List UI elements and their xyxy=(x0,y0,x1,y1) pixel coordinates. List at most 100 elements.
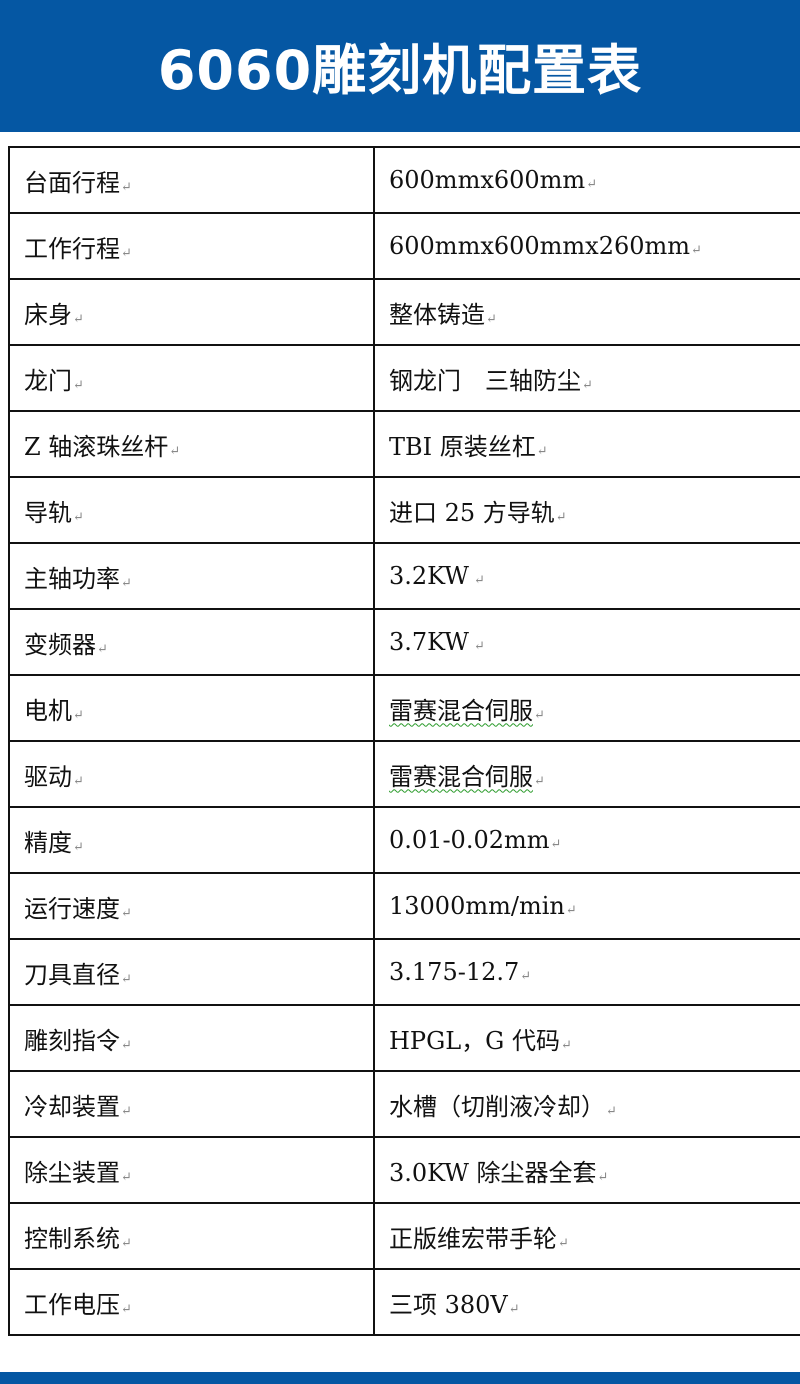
spec-value: 13000mm/min xyxy=(389,892,565,920)
paragraph-mark-icon: ↵ xyxy=(169,443,181,459)
spec-value: HPGL，G 代码 xyxy=(389,1026,560,1055)
spec-value: 雷赛混合伺服 xyxy=(389,762,533,791)
paragraph-mark-icon: ↵ xyxy=(534,773,545,789)
spec-label: 龙门 xyxy=(24,366,72,395)
spec-label-cell: 精度↵ xyxy=(8,806,375,874)
spec-label-cell: 导轨↵ xyxy=(8,476,375,544)
spec-value: 钢龙门 三轴防尘 xyxy=(389,366,581,395)
spec-label-cell: Z 轴滚珠丝杆↵ xyxy=(8,410,375,478)
paragraph-mark-icon: ↵ xyxy=(558,1235,569,1251)
paragraph-mark-icon: ↵ xyxy=(561,1037,572,1053)
table-row: 导轨↵ 进口 25 方导轨↵ xyxy=(8,476,800,544)
page-title: 6060雕刻机配置表 xyxy=(157,38,643,102)
paragraph-mark-icon: ↵ xyxy=(121,971,132,987)
spec-value-cell: 雷赛混合伺服↵ xyxy=(373,674,800,742)
table-row: 冷却装置↵ 水槽（切削液冷却） ↵ xyxy=(8,1070,800,1138)
spec-label: 台面行程 xyxy=(24,168,120,197)
paragraph-mark-icon: ↵ xyxy=(555,509,567,525)
paragraph-mark-icon: ↵ xyxy=(121,1037,132,1053)
spec-label-cell: 龙门↵ xyxy=(8,344,375,412)
spec-value-cell: 600mmx600mmx260mm↵ xyxy=(373,212,800,280)
table-row: 变频器↵ 3.7KW ↵ xyxy=(8,608,800,676)
spec-value-cell: 13000mm/min↵ xyxy=(373,872,800,940)
paragraph-mark-icon: ↵ xyxy=(534,707,545,723)
spec-value: 整体铸造 xyxy=(389,300,485,329)
table-row: 运行速度↵ 13000mm/min↵ xyxy=(8,872,800,940)
spec-value: 正版维宏带手轮 xyxy=(389,1224,557,1253)
spec-value: 0.01-0.02mm xyxy=(389,826,550,854)
spec-label-cell: 床身↵ xyxy=(8,278,375,346)
spec-value-cell: 雷赛混合伺服↵ xyxy=(373,740,800,808)
spec-value-cell: 三项 380V↵ xyxy=(373,1268,800,1336)
paragraph-mark-icon: ↵ xyxy=(582,377,593,393)
spec-value: TBI 原装丝杠 xyxy=(389,432,536,461)
table-row: 刀具直径↵ 3.175-12.7↵ xyxy=(8,938,800,1006)
spec-value: 600mmx600mm xyxy=(389,166,586,194)
spec-value: 三项 380V xyxy=(389,1290,508,1319)
spec-label: 冷却装置 xyxy=(24,1092,120,1121)
paragraph-mark-icon: ↵ xyxy=(73,377,84,393)
paragraph-mark-icon: ↵ xyxy=(536,443,548,459)
spec-label: 床身 xyxy=(24,300,72,329)
spec-value-cell: 600mmx600mm↵ xyxy=(373,146,800,214)
spec-label-cell: 电机↵ xyxy=(8,674,375,742)
spec-value-cell: 进口 25 方导轨↵ xyxy=(373,476,800,544)
spec-value-cell: 钢龙门 三轴防尘↵ xyxy=(373,344,800,412)
spec-value-cell: 3.2KW ↵ xyxy=(373,542,800,610)
spec-value-cell: TBI 原装丝杠↵ xyxy=(373,410,800,478)
spec-value: 水槽（切削液冷却） xyxy=(389,1092,605,1121)
paragraph-mark-icon: ↵ xyxy=(73,509,84,525)
spec-label-cell: 工作电压↵ xyxy=(8,1268,375,1336)
table-row: 电机↵ 雷赛混合伺服↵ xyxy=(8,674,800,742)
spec-label: 雕刻指令 xyxy=(24,1026,120,1055)
spec-label-cell: 控制系统↵ xyxy=(8,1202,375,1270)
table-row: Z 轴滚珠丝杆↵ TBI 原装丝杠↵ xyxy=(8,410,800,478)
spec-label: 导轨 xyxy=(24,498,72,527)
spec-label-cell: 台面行程↵ xyxy=(8,146,375,214)
table-row: 精度↵ 0.01-0.02mm↵ xyxy=(8,806,800,874)
spec-value-cell: HPGL，G 代码↵ xyxy=(373,1004,800,1072)
spec-value: 进口 25 方导轨 xyxy=(389,498,555,527)
paragraph-mark-icon: ↵ xyxy=(121,245,132,261)
spec-value-cell: 整体铸造↵ xyxy=(373,278,800,346)
header-banner: 6060雕刻机配置表 xyxy=(0,0,800,132)
paragraph-mark-icon: ↵ xyxy=(97,641,108,657)
paragraph-mark-icon: ↵ xyxy=(508,1301,520,1317)
paragraph-mark-icon: ↵ xyxy=(121,1301,132,1317)
paragraph-mark-icon: ↵ xyxy=(73,311,84,327)
paragraph-mark-icon: ↵ xyxy=(121,1235,132,1251)
spec-label-cell: 驱动↵ xyxy=(8,740,375,808)
spec-label-cell: 工作行程↵ xyxy=(8,212,375,280)
footer-bar xyxy=(0,1372,800,1384)
spec-label: 工作电压 xyxy=(24,1290,120,1319)
paragraph-mark-icon: ↵ xyxy=(121,179,132,195)
spec-value-cell: 3.7KW ↵ xyxy=(373,608,800,676)
paragraph-mark-icon: ↵ xyxy=(486,311,497,327)
spec-value: 600mmx600mmx260mm xyxy=(389,232,691,260)
table-row: 主轴功率↵ 3.2KW ↵ xyxy=(8,542,800,610)
spec-label: 变频器 xyxy=(24,630,96,659)
spec-label-cell: 冷却装置↵ xyxy=(8,1070,375,1138)
paragraph-mark-icon: ↵ xyxy=(597,1169,609,1185)
table-row: 台面行程↵ 600mmx600mm↵ xyxy=(8,146,800,214)
table-row: 控制系统↵ 正版维宏带手轮↵ xyxy=(8,1202,800,1270)
spec-label: 工作行程 xyxy=(24,234,120,263)
spec-value-cell: 0.01-0.02mm↵ xyxy=(373,806,800,874)
spec-label: Z 轴滚珠丝杆 xyxy=(24,432,169,461)
paragraph-mark-icon: ↵ xyxy=(520,969,532,984)
spec-label-cell: 除尘装置↵ xyxy=(8,1136,375,1204)
paragraph-mark-icon: ↵ xyxy=(121,1103,132,1119)
spec-label: 刀具直径 xyxy=(24,960,120,989)
table-row: 驱动↵ 雷赛混合伺服↵ xyxy=(8,740,800,808)
table-row: 工作行程↵ 600mmx600mmx260mm↵ xyxy=(8,212,800,280)
table-row: 除尘装置↵ 3.0KW 除尘器全套↵ xyxy=(8,1136,800,1204)
spec-value: 3.7KW xyxy=(389,628,469,656)
spec-label: 电机 xyxy=(24,696,72,725)
spec-label: 除尘装置 xyxy=(24,1158,120,1187)
paragraph-mark-icon: ↵ xyxy=(469,639,485,654)
spec-label: 驱动 xyxy=(24,762,72,791)
paragraph-mark-icon: ↵ xyxy=(73,707,84,723)
config-table: 台面行程↵ 600mmx600mm↵ 工作行程↵ 600mmx600mmx260mm↵… xyxy=(8,146,800,1336)
paragraph-mark-icon: ↵ xyxy=(121,575,132,591)
paragraph-mark-icon: ↵ xyxy=(121,905,132,921)
